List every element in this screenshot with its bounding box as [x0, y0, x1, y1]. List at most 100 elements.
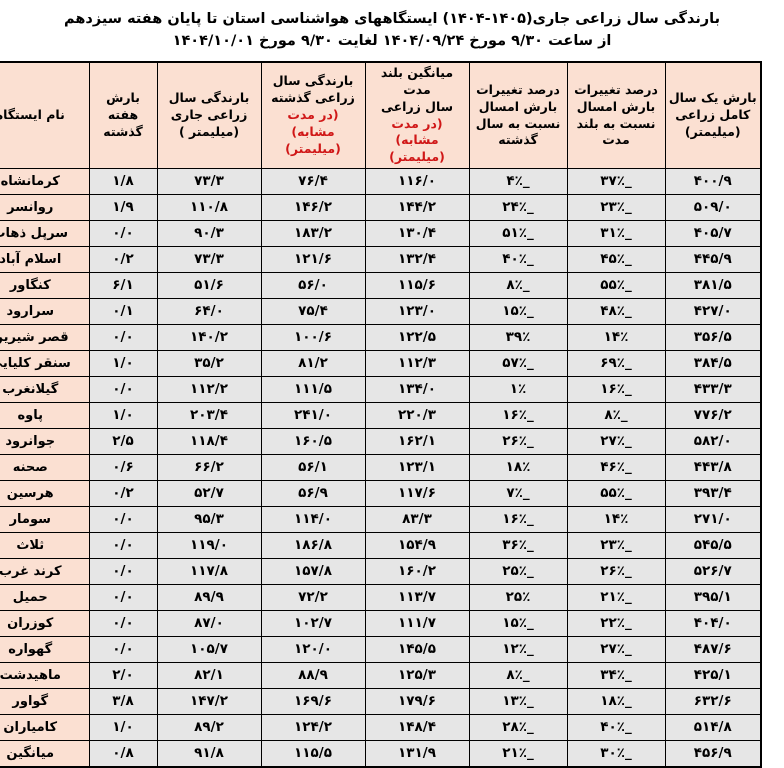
cell-pct-change-vs-longterm: _۴۵٪	[566, 246, 666, 274]
header-text: بارندگی سال	[272, 73, 354, 89]
table-row: ۴۰۵/۷ _۳۱٪ _۵۱٪ ۱۳۰/۴ ۱۸۳/۲ ۹۰/۳ ۰/۰ سرپل ذهاب	[0, 220, 762, 248]
cell-pct-change-vs-lastyear: _۱۶٪	[468, 402, 568, 430]
cell-pct-change-vs-lastyear: _۱۲٪	[468, 636, 568, 664]
table-row: ۴۴۵/۹ _۴۵٪ _۴۰٪ ۱۳۲/۴ ۱۲۱/۶ ۷۳/۳ ۰/۲ اسلام آباد	[0, 246, 762, 274]
cell-longterm-average: ۱۴۴/۲	[364, 194, 470, 222]
cell-lastyear-rain: ۱۶۹/۶	[260, 688, 366, 716]
header-text: زراعی گذشته	[271, 90, 355, 106]
cell-longterm-average: ۱۳۲/۴	[364, 246, 470, 274]
cell-pct-change-vs-longterm: _۲۳٪	[566, 532, 666, 560]
header-unit-red: (میلیمتر)	[389, 149, 445, 165]
header-text: گذشته	[103, 124, 143, 139]
cell-longterm-average: ۱۱۲/۳	[364, 350, 470, 378]
cell-current-year-rain: ۱۱۸/۴	[156, 428, 262, 456]
cell-pct-change-vs-longterm: _۱۸٪	[566, 688, 666, 716]
column-header-pct-change-vs-longterm: درصد تغییرات بارش امسال نسبت به بلند مدت	[566, 61, 666, 170]
cell-pct-change-vs-lastyear: ۱۸٪	[468, 454, 568, 482]
cell-full-year-rain: ۳۹۳/۴	[664, 480, 762, 508]
cell-current-year-rain: ۱۱۲/۲	[156, 376, 262, 404]
rainfall-report-page: بارندگی سال زراعی جاری(۱۴۰۵-۱۴۰۴) ایستگا…	[0, 11, 762, 768]
cell-pct-change-vs-longterm: _۴۶٪	[566, 454, 666, 482]
cell-full-year-rain: ۳۸۴/۵	[664, 350, 762, 378]
cell-pct-change-vs-longterm: _۴۰٪	[566, 714, 666, 742]
cell-longterm-average: ۱۱۷/۶	[364, 480, 470, 508]
cell-current-year-rain: ۹۰/۳	[156, 220, 262, 248]
cell-full-year-rain: ۴۳۳/۳	[664, 376, 762, 404]
header-text: سال زراعی	[380, 98, 454, 114]
cell-lastyear-rain: ۵۶/۱	[260, 454, 366, 482]
cell-pct-change-vs-lastyear: ۱٪	[468, 376, 568, 404]
cell-pct-change-vs-longterm: _۲۷٪	[566, 428, 666, 456]
cell-station-name: سومار	[0, 506, 90, 534]
cell-last-week-rain: ۶/۱	[88, 272, 158, 300]
cell-pct-change-vs-longterm: _۴۸٪	[566, 298, 666, 326]
cell-current-year-rain: ۹۵/۳	[156, 506, 262, 534]
cell-last-week-rain: ۰/۰	[88, 532, 158, 560]
cell-last-week-rain: ۱/۹	[88, 194, 158, 222]
table-body: ۴۰۰/۹ _۳۷٪ _۴٪ ۱۱۶/۰ ۷۶/۴ ۷۳/۳ ۱/۸ کرمانشاه ۵۰۹/…	[0, 168, 762, 768]
cell-station-name: جوانرود	[0, 428, 90, 456]
cell-current-year-rain: ۲۰۳/۴	[156, 402, 262, 430]
cell-current-year-rain: ۳۵/۲	[156, 350, 262, 378]
cell-station-name: روانسر	[0, 194, 90, 222]
cell-longterm-average: ۱۴۸/۴	[364, 714, 470, 742]
cell-station-name: پاوه	[0, 402, 90, 430]
cell-full-year-rain: ۶۳۲/۶	[664, 688, 762, 716]
header-text: درصد تغییرات	[476, 81, 560, 97]
table-row: ۴۸۷/۶ _۲۷٪ _۱۲٪ ۱۴۵/۵ ۱۲۰/۰ ۱۰۵/۷ ۰/۰ گهواره	[0, 636, 762, 664]
cell-current-year-rain: ۱۴۰/۲	[156, 324, 262, 352]
cell-lastyear-rain: ۱۴۶/۲	[260, 194, 366, 222]
cell-longterm-average: ۸۳/۳	[364, 506, 470, 534]
report-title-line-2: از ساعت ۹/۳۰ مورخ ۱۴۰۴/۰۹/۲۴ لغایت ۹/۳۰ …	[172, 33, 612, 50]
cell-station-name: کرند غرب	[0, 558, 90, 586]
column-header-last-week-rain: بارش هفته گذشته	[88, 61, 158, 170]
header-text: بارش یک سال	[668, 90, 757, 106]
cell-full-year-rain: ۴۸۷/۶	[664, 636, 762, 664]
cell-lastyear-rain: ۱۲۴/۲	[260, 714, 366, 742]
cell-last-week-rain: ۰/۰	[88, 558, 158, 586]
cell-full-year-rain: ۴۰۰/۹	[664, 168, 762, 196]
cell-full-year-rain: ۴۲۵/۱	[664, 662, 762, 690]
cell-last-week-rain: ۰/۸	[88, 740, 158, 768]
cell-full-year-rain: ۷۷۶/۲	[664, 402, 762, 430]
cell-lastyear-rain: ۱۸۳/۲	[260, 220, 366, 248]
cell-longterm-average: ۱۳۰/۴	[364, 220, 470, 248]
cell-current-year-rain: ۵۲/۷	[156, 480, 262, 508]
header-text: گذشته	[498, 132, 538, 148]
cell-current-year-rain: ۱۱۷/۸	[156, 558, 262, 586]
cell-current-year-rain: ۱۱۰/۸	[156, 194, 262, 222]
cell-station-name: سنقر کلیایی	[0, 350, 90, 378]
table-row: ۳۹۳/۴ _۵۵٪ _۷٪ ۱۱۷/۶ ۵۶/۹ ۵۲/۷ ۰/۲ هرسین	[0, 480, 762, 508]
header-text: کامل زراعی	[675, 107, 751, 123]
table-container: بارش یک سال کامل زراعی (میلیمتر) درصد تغ…	[0, 57, 784, 768]
cell-full-year-rain: ۴۰۴/۰	[664, 610, 762, 638]
cell-longterm-average: ۱۱۵/۶	[364, 272, 470, 300]
column-header-pct-change-vs-lastyear: درصد تغییرات بارش امسال نسبت به سال گذشت…	[468, 61, 568, 170]
table-row: ۴۵۶/۹ _۳۰٪ _۲۱٪ ۱۳۱/۹ ۱۱۵/۵ ۹۱/۸ ۰/۸ میانگین	[0, 740, 762, 768]
cell-pct-change-vs-longterm: _۵۵٪	[566, 480, 666, 508]
header-text: زراعی جاری	[170, 107, 248, 123]
cell-pct-change-vs-longterm: ۱۴٪	[566, 506, 666, 534]
header-text: (میلیمتر)	[684, 124, 741, 139]
table-row: ۳۸۱/۵ _۵۵٪ _۸٪ ۱۱۵/۶ ۵۶/۰ ۵۱/۶ ۶/۱ کنگاور	[0, 272, 762, 300]
cell-full-year-rain: ۵۲۶/۷	[664, 558, 762, 586]
table-row: ۴۳۳/۳ _۱۶٪ ۱٪ ۱۳۴/۰ ۱۱۱/۵ ۱۱۲/۲ ۰/۰ گیلانغرب	[0, 376, 762, 404]
cell-longterm-average: ۱۲۳/۱	[364, 454, 470, 482]
cell-lastyear-rain: ۷۶/۴	[260, 168, 366, 196]
cell-longterm-average: ۱۱۳/۷	[364, 584, 470, 612]
cell-pct-change-vs-longterm: _۳۱٪	[566, 220, 666, 248]
table-row: ۴۲۷/۰ _۴۸٪ _۱۵٪ ۱۲۳/۰ ۷۵/۴ ۶۴/۰ ۰/۱ سرارود	[0, 298, 762, 326]
cell-longterm-average: ۱۱۱/۷	[364, 610, 470, 638]
cell-pct-change-vs-lastyear: _۱۵٪	[468, 298, 568, 326]
cell-pct-change-vs-lastyear: _۴٪	[468, 168, 568, 196]
header-text: نسبت به سال	[475, 115, 561, 131]
cell-last-week-rain: ۱/۸	[88, 168, 158, 196]
cell-current-year-rain: ۶۴/۰	[156, 298, 262, 326]
cell-pct-change-vs-longterm: _۲۲٪	[566, 610, 666, 638]
cell-longterm-average: ۱۶۲/۱	[364, 428, 470, 456]
cell-pct-change-vs-longterm: _۲۱٪	[566, 584, 666, 612]
header-text: بارش امسال	[478, 98, 558, 114]
rainfall-table: بارش یک سال کامل زراعی (میلیمتر) درصد تغ…	[0, 60, 762, 768]
cell-lastyear-rain: ۷۵/۴	[260, 298, 366, 326]
